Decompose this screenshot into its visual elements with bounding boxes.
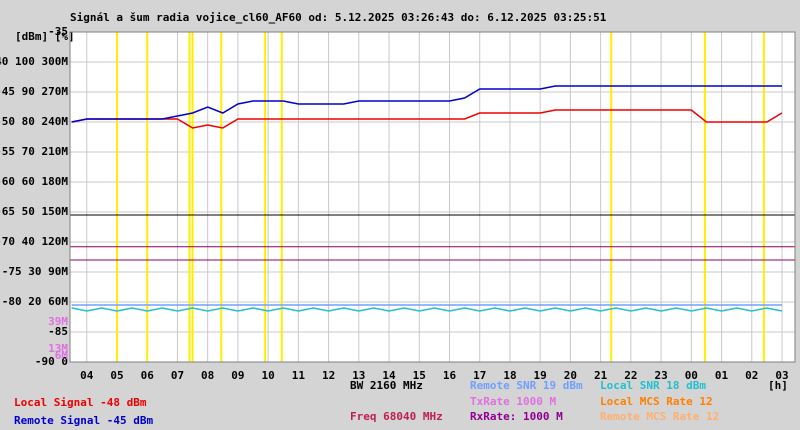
x-tick-label: 04 [80, 369, 94, 382]
x-tick-label: 03 [775, 369, 788, 382]
x-tick-label: 01 [715, 369, 729, 382]
info-label: Remote MCS Rate 12 [600, 410, 719, 423]
y-tick-label: -90 0 [35, 355, 68, 368]
y-tick-label: -35 [48, 25, 68, 38]
x-tick-label: 12 [322, 369, 335, 382]
rate-annotation: 6M [55, 349, 69, 362]
x-tick-label: 05 [110, 369, 123, 382]
legend-entry: Local SNR 18 dBm [600, 379, 706, 392]
x-tick-label: 22 [624, 369, 637, 382]
y-tick-label: -85 [48, 325, 68, 338]
y-tick-label: -50 80 240M [0, 115, 68, 128]
rate-annotation: 39M [48, 315, 68, 328]
y-tick-label: -40 100 300M [0, 55, 68, 68]
x-tick-label: 16 [443, 369, 457, 382]
x-tick-label: 19 [534, 369, 547, 382]
plot-area [70, 32, 795, 362]
x-tick-label: 02 [745, 369, 758, 382]
x-tick-label: 00 [685, 369, 698, 382]
x-tick-label: 13 [352, 369, 365, 382]
x-unit: [h] [768, 379, 788, 392]
legend-entry: Local Signal -48 dBm [14, 396, 147, 409]
x-tick-label: 09 [231, 369, 244, 382]
y-tick-label: -65 50 150M [0, 205, 68, 218]
x-tick-label: 10 [262, 369, 275, 382]
info-label: RxRate: 1000 M [470, 410, 563, 423]
x-tick-label: 15 [413, 369, 426, 382]
info-label: TxRate 1000 M [470, 395, 556, 408]
info-label: BW 2160 MHz [350, 379, 423, 392]
series-line [71, 85, 782, 123]
x-tick-label: 08 [201, 369, 214, 382]
rate-annotation: 13M [48, 342, 68, 355]
y-tick-label: -70 40 120M [0, 235, 68, 248]
x-tick-label: 20 [564, 369, 577, 382]
legend-entry: Remote SNR 19 dBm [470, 379, 583, 392]
x-tick-label: 23 [654, 369, 667, 382]
y-tick-label: -55 70 210M [0, 145, 68, 158]
x-tick-label: 18 [503, 369, 516, 382]
y-tick-label: -45 90 270M [0, 85, 68, 98]
y-tick-label: -60 60 180M [0, 175, 68, 188]
legend-entry: Remote Signal -45 dBm [14, 414, 153, 427]
x-tick-label: 06 [141, 369, 155, 382]
chart-title: Signál a šum radia vojice_cl60_AF60 od: … [70, 11, 607, 24]
info-label: Freq 68040 MHz [350, 410, 443, 423]
series-line [71, 307, 783, 312]
x-tick-label: 14 [382, 369, 396, 382]
series-line [71, 109, 783, 129]
y-header: [dBm] [%] [15, 30, 75, 43]
x-tick-label: 17 [473, 369, 486, 382]
x-tick-label: 21 [594, 369, 608, 382]
x-tick-label: 11 [292, 369, 306, 382]
x-tick-label: 07 [171, 369, 184, 382]
frame [69, 31, 796, 363]
info-label: Local MCS Rate 12 [600, 395, 713, 408]
y-tick-label: -75 30 90M [2, 265, 69, 278]
y-tick-label: -80 20 60M [2, 295, 69, 308]
